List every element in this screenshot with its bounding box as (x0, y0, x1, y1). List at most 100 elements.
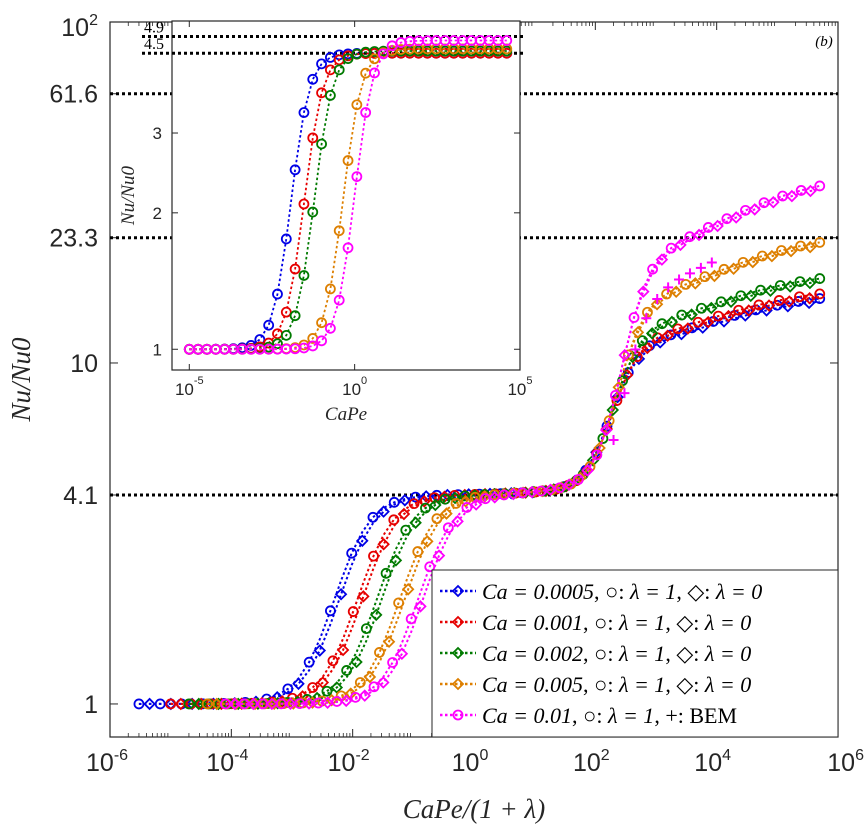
data-point (363, 670, 377, 684)
data-point (346, 547, 358, 559)
data-point (280, 233, 292, 245)
data-point (606, 403, 620, 417)
data-point (360, 107, 372, 118)
data-point (342, 155, 354, 166)
series-4 (220, 180, 826, 711)
data-point (708, 269, 721, 283)
data-point (289, 263, 301, 275)
data-point (409, 516, 422, 529)
data-point (382, 635, 396, 648)
inset-reference-label: 4.9 (144, 19, 164, 36)
data-point (665, 329, 677, 341)
data-point (421, 535, 434, 548)
data-point (307, 682, 319, 693)
data-point (228, 697, 242, 711)
legend-entry-label: Ca = 0.002, ○: λ = 1, ◇: λ = 0 (482, 641, 751, 666)
data-point (330, 681, 344, 694)
data-point (804, 184, 817, 198)
data-point (695, 262, 706, 273)
x-tick-label: 10-2 (328, 747, 370, 777)
data-point (398, 494, 412, 507)
data-point (674, 274, 685, 285)
data-point (247, 697, 260, 711)
inset-x-axis-title: CaPe (325, 404, 367, 425)
data-point (641, 341, 654, 355)
data-point (316, 676, 330, 689)
data-point (405, 613, 417, 625)
data-point (307, 132, 319, 144)
data-point (599, 423, 613, 437)
data-point (380, 567, 392, 579)
data-point (327, 655, 339, 667)
data-point (432, 549, 446, 562)
data-point (630, 344, 641, 355)
data-point (663, 282, 674, 293)
data-point (711, 219, 724, 233)
y-tick-label: 10 (70, 350, 98, 378)
data-point (351, 171, 363, 182)
data-point (336, 643, 350, 657)
data-point (316, 335, 327, 347)
data-point (448, 491, 462, 505)
data-point (661, 288, 673, 300)
y-tick-label: 61.6 (49, 81, 98, 109)
data-point (674, 238, 687, 252)
data-point (591, 449, 603, 461)
data-point (401, 583, 415, 596)
y-tick-label: 23.3 (49, 225, 98, 253)
data-point (767, 195, 780, 209)
data-point (450, 498, 462, 509)
data-point (316, 58, 327, 70)
data-point (618, 348, 632, 362)
data-point (341, 665, 353, 676)
inset-y-tick-label: 1 (153, 340, 162, 359)
data-point (316, 317, 327, 329)
data-point (389, 554, 403, 567)
data-point (451, 515, 464, 528)
data-point (746, 255, 760, 269)
data-point (601, 420, 613, 432)
data-point (784, 244, 798, 258)
data-point (653, 336, 667, 349)
data-point (501, 35, 513, 46)
data-point (650, 298, 664, 311)
inset-x-tick-label: 10-5 (175, 375, 204, 399)
data-point (774, 280, 786, 291)
legend-box (431, 569, 839, 738)
data-point (272, 288, 283, 300)
data-point (408, 498, 420, 510)
data-point (307, 206, 319, 218)
data-point (289, 310, 301, 322)
inset-y-axis-title: Nu/Nu0 (118, 165, 139, 226)
data-point (143, 697, 156, 711)
data-point (562, 478, 576, 491)
data-point (593, 441, 606, 455)
data-point (442, 522, 454, 534)
data-point (321, 685, 333, 697)
data-point (783, 295, 796, 308)
data-point (324, 283, 336, 295)
data-point (342, 53, 354, 64)
inset-x-tick-label: 105 (507, 375, 532, 399)
data-point (410, 491, 421, 503)
x-tick-label: 106 (827, 747, 864, 777)
data-point (324, 322, 336, 334)
data-point (292, 677, 305, 691)
data-point (358, 689, 372, 702)
data-point (298, 107, 310, 118)
data-point (507, 487, 520, 501)
data-point (803, 276, 817, 290)
y-axis-title: Nu/Nu0 (6, 337, 36, 423)
data-point (628, 312, 640, 323)
y-tick-label: 4.1 (63, 482, 98, 510)
x-tick-label: 102 (573, 747, 610, 777)
data-point (645, 327, 659, 340)
data-point (395, 647, 409, 661)
data-point (334, 587, 348, 601)
data-point (265, 697, 279, 711)
data-point (306, 696, 319, 709)
data-point (611, 390, 624, 404)
data-point (287, 697, 300, 710)
data-point (451, 646, 465, 660)
data-point (333, 64, 345, 76)
